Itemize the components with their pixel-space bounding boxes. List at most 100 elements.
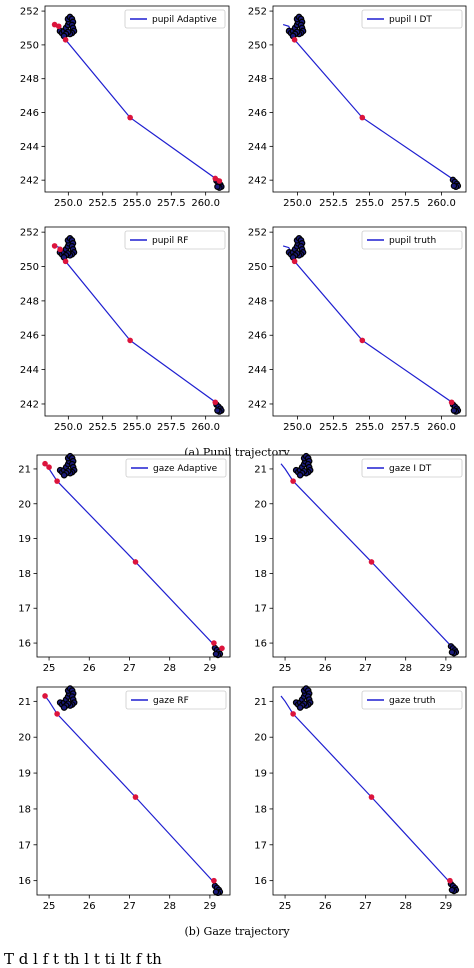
trajectory-point: [296, 704, 304, 711]
highlight-point: [132, 559, 139, 565]
y-tick-label: 246: [248, 108, 267, 119]
y-tick-label: 248: [248, 296, 267, 307]
y-tick-label: 248: [20, 74, 39, 85]
legend: pupil I DT: [361, 9, 463, 29]
pupil-rf-plot: 242 244 246 248 250 252 250.0 252.5 255.0 257.5 26…: [20, 226, 230, 433]
y-tick-label: 248: [20, 296, 39, 307]
x-tick-label: 28: [399, 663, 412, 674]
plot-frame: [272, 226, 467, 417]
x-tick-label: 27: [123, 663, 136, 674]
legend: gaze I DT: [361, 458, 463, 478]
highlight-point: [447, 877, 453, 884]
trajectory-point: [450, 182, 458, 190]
x-tick-label: 257.5: [157, 422, 186, 433]
highlight-point: [54, 478, 60, 484]
x-tick-label: 260.0: [191, 198, 220, 209]
x-tick-label: 26: [319, 901, 332, 912]
y-tick-label: 17: [254, 840, 267, 851]
legend-box: [124, 9, 226, 29]
highlight-point: [291, 258, 298, 265]
y-tick-label: 16: [254, 639, 267, 650]
pupil-adaptive-plot: 242 244 246 248 250 252 250.0 252.5 255.0 257.5 26…: [20, 5, 230, 209]
x-tick-label: 29: [204, 901, 217, 912]
legend: gaze Adaptive: [125, 458, 227, 478]
x-tick-label: 257.5: [391, 422, 420, 433]
y-tick-label: 244: [248, 365, 267, 376]
highlight-point: [55, 23, 62, 30]
x-tick-label: 250.0: [54, 422, 83, 433]
legend: pupil truth: [361, 230, 463, 250]
legend-box: [361, 458, 463, 478]
y-tick-label: 21: [254, 464, 267, 475]
y-tick-label: 250: [20, 262, 39, 273]
x-tick-label: 252.5: [88, 422, 117, 433]
y-tick-label: 242: [20, 176, 39, 187]
x-tick-label: 26: [83, 901, 96, 912]
plot-frame: [272, 5, 467, 193]
y-tick-label: 250: [248, 262, 267, 273]
y-tick-label: 18: [254, 569, 267, 580]
y-tick-label: 252: [248, 7, 267, 18]
y-tick-label: 16: [18, 876, 31, 887]
highlight-point: [57, 246, 63, 253]
footer-text: T d l f t th l t ti lt f th: [4, 950, 162, 968]
gaze-idt-plot: 16 17 18 19 20 21 25 26 27 28 29 gaze I DT: [254, 452, 467, 674]
x-tick-label: 260.0: [191, 422, 220, 433]
x-tick-label: 25: [43, 901, 56, 912]
highlight-point: [42, 693, 48, 699]
highlight-point: [291, 37, 298, 43]
x-tick-label: 250.0: [54, 198, 83, 209]
x-tick-label: 26: [83, 663, 96, 674]
x-tick-label: 260.0: [427, 198, 456, 209]
legend-box: [125, 458, 227, 478]
gaze-truth-plot: 16 17 18 19 20 21 25 26 27 28 29 gaze truth: [254, 685, 467, 912]
x-tick-label: 28: [163, 901, 176, 912]
y-tick-label: 244: [20, 365, 39, 376]
trajectory-point: [60, 471, 68, 479]
y-tick-label: 21: [254, 697, 267, 708]
y-tick-label: 252: [248, 228, 267, 239]
legend-label: pupil Adaptive: [152, 15, 217, 25]
y-tick-label: 242: [248, 399, 267, 410]
y-tick-label: 17: [18, 604, 31, 615]
x-tick-label: 27: [359, 901, 372, 912]
x-tick-label: 255.0: [355, 198, 384, 209]
trajectory-point: [212, 888, 220, 896]
x-tick-label: 255.0: [123, 422, 152, 433]
legend-label: gaze Adaptive: [153, 464, 218, 474]
y-tick-label: 20: [18, 499, 31, 510]
highlight-point: [51, 243, 58, 249]
highlight-point: [216, 178, 223, 184]
legend-box: [361, 690, 463, 710]
y-tick-label: 18: [18, 569, 31, 580]
y-tick-label: 18: [18, 804, 31, 815]
y-tick-label: 20: [18, 733, 31, 744]
highlight-point: [62, 258, 69, 265]
legend-box: [361, 9, 463, 29]
legend-label: gaze RF: [153, 696, 189, 706]
legend-box: [361, 230, 463, 250]
highlight-point: [212, 175, 219, 182]
y-tick-label: 252: [20, 228, 39, 239]
gaze-caption: (b) Gaze trajectory: [184, 925, 290, 938]
x-tick-label: 27: [359, 663, 372, 674]
pupil-truth-plot: 242 244 246 248 250 252 250.0 252.5 255.0 257.5 26…: [248, 226, 467, 433]
highlight-point: [46, 464, 52, 470]
x-tick-label: 250.0: [283, 198, 312, 209]
gaze-adaptive-plot: 16 17 18 19 20 21 25 26 27 28 29 gaze Adaptive: [18, 452, 231, 674]
y-tick-label: 242: [20, 399, 39, 410]
highlight-point: [54, 711, 60, 717]
legend: gaze truth: [361, 690, 463, 710]
y-tick-label: 246: [20, 108, 39, 119]
x-tick-label: 29: [440, 663, 453, 674]
x-tick-label: 25: [279, 901, 292, 912]
plot-frame: [272, 686, 467, 896]
plot-frame: [272, 454, 467, 658]
x-tick-label: 29: [204, 663, 217, 674]
x-tick-label: 28: [399, 901, 412, 912]
y-tick-label: 244: [20, 142, 39, 153]
x-tick-label: 29: [440, 901, 453, 912]
highlight-point: [368, 559, 375, 565]
trajectory-point: [60, 704, 68, 711]
legend: pupil Adaptive: [124, 9, 226, 29]
